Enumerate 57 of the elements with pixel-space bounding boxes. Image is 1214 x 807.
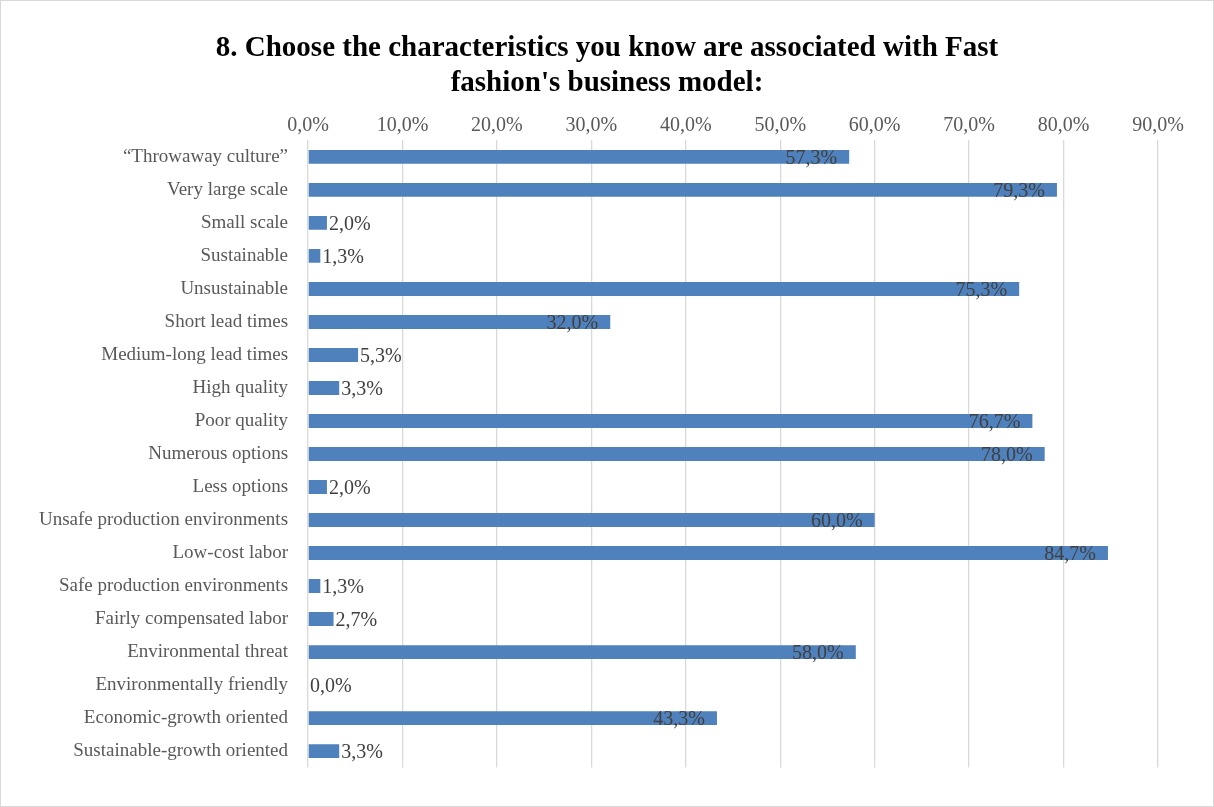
y-tick-label: Numerous options xyxy=(148,441,289,463)
y-tick-label: Unsustainable xyxy=(180,276,289,298)
data-label: 2,7% xyxy=(335,608,378,631)
data-label: 43,3% xyxy=(653,707,705,730)
x-tick-label: 60,0% xyxy=(848,112,901,135)
y-tick-label: Safe production environments xyxy=(59,574,289,596)
data-label: 1,3% xyxy=(322,575,364,598)
data-label: 1,3% xyxy=(322,245,364,268)
data-label: 3,3% xyxy=(341,377,383,400)
data-label: 2,0% xyxy=(328,476,371,499)
bar xyxy=(308,215,327,230)
bar xyxy=(308,381,340,395)
y-tick-label: Less options xyxy=(192,474,289,496)
data-label: 75,3% xyxy=(955,278,1008,301)
y-tick-label: Short lead times xyxy=(164,309,289,331)
data-label: 5,3% xyxy=(360,344,402,367)
y-tick-label: Very large scale xyxy=(167,177,289,199)
data-label: 0,0% xyxy=(310,674,352,697)
data-label: 57,3% xyxy=(785,146,838,169)
data-label: 2,0% xyxy=(328,212,371,235)
x-tick-label: 90,0% xyxy=(1132,112,1184,135)
data-label: 32,0% xyxy=(546,311,599,334)
y-tick-label: Environmental threat xyxy=(127,640,289,662)
y-tick-label: Unsafe production environments xyxy=(38,508,289,530)
y-tick-label: Low-cost labor xyxy=(172,541,289,563)
y-tick-label: High quality xyxy=(192,375,289,397)
data-label: 3,3% xyxy=(341,740,383,763)
x-tick-label: 0,0% xyxy=(287,112,329,135)
data-label: 76,7% xyxy=(968,410,1021,433)
y-tick-label: Poor quality xyxy=(194,408,289,430)
data-label: 58,0% xyxy=(792,641,844,664)
bar xyxy=(308,579,321,593)
x-tick-label: 80,0% xyxy=(1037,112,1090,135)
y-tick-label: Sustainable-growth oriented xyxy=(73,739,289,761)
bar xyxy=(308,612,334,626)
x-tick-label: 20,0% xyxy=(471,112,523,135)
x-tick-label: 40,0% xyxy=(659,112,712,135)
x-tick-label: 30,0% xyxy=(565,112,618,135)
y-tick-label: Fairly compensated labor xyxy=(94,607,289,629)
bar xyxy=(308,744,340,759)
y-tick-label: Sustainable xyxy=(200,243,289,265)
y-tick-label: Small scale xyxy=(200,210,289,232)
data-label: 79,3% xyxy=(993,179,1045,202)
data-label: 84,7% xyxy=(1044,542,1096,565)
bar xyxy=(308,480,327,494)
x-tick-label: 10,0% xyxy=(376,112,429,135)
x-tick-label: 50,0% xyxy=(754,112,807,135)
y-tick-label: “Throwaway culture” xyxy=(122,144,289,166)
data-label: 78,0% xyxy=(981,443,1033,466)
x-tick-label: 70,0% xyxy=(943,112,995,135)
y-tick-label: Economic-growth oriented xyxy=(83,706,289,728)
data-label: 60,0% xyxy=(811,509,863,532)
bar xyxy=(308,249,321,263)
chart-title: 8. Choose the characteristics you know are associated with Fast fashion's business model: xyxy=(214,29,1000,99)
bar xyxy=(308,348,359,362)
y-tick-label: Environmentally friendly xyxy=(95,673,289,695)
y-tick-label: Medium-long lead times xyxy=(101,342,289,364)
